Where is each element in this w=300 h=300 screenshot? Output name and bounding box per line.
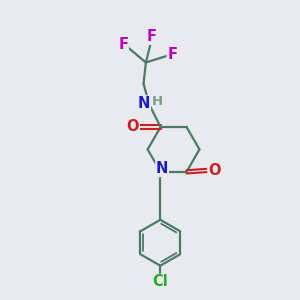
Text: F: F	[167, 47, 177, 62]
Text: F: F	[146, 29, 156, 44]
Text: N: N	[156, 161, 168, 176]
Text: O: O	[127, 119, 139, 134]
Text: N: N	[138, 96, 150, 111]
Text: H: H	[152, 95, 163, 108]
Text: F: F	[118, 37, 128, 52]
Text: O: O	[208, 163, 220, 178]
Text: Cl: Cl	[152, 274, 168, 290]
